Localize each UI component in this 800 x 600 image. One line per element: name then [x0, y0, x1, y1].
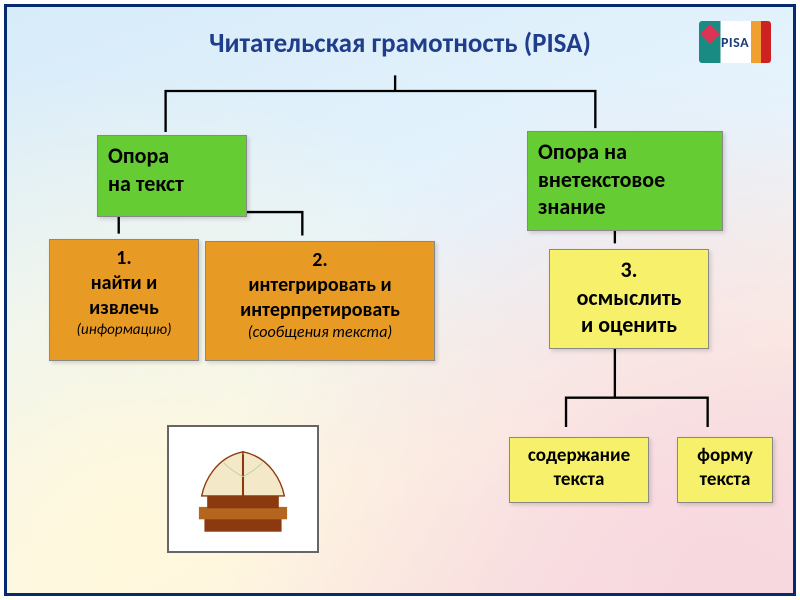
books-icon	[169, 427, 317, 551]
node-2-integrate: 2.интегрировать иинтерпретировать(сообще…	[205, 241, 435, 361]
node-opora-ext: Опора навнетекстовоезнание	[527, 131, 723, 231]
node-1-find-extract: 1.найти иизвлечь(информацию)	[49, 239, 199, 361]
node-3-reflect: 3.осмыслитьи оценить	[549, 249, 709, 349]
node-3a-content: содержаниетекста	[509, 437, 649, 503]
node-3b-form: формутекста	[677, 437, 773, 503]
books-illustration	[167, 425, 319, 553]
node-opora-text: Опорана текст	[97, 135, 247, 217]
slide-frame: Читательская грамотность (PISA) PISA Опо…	[4, 4, 796, 596]
